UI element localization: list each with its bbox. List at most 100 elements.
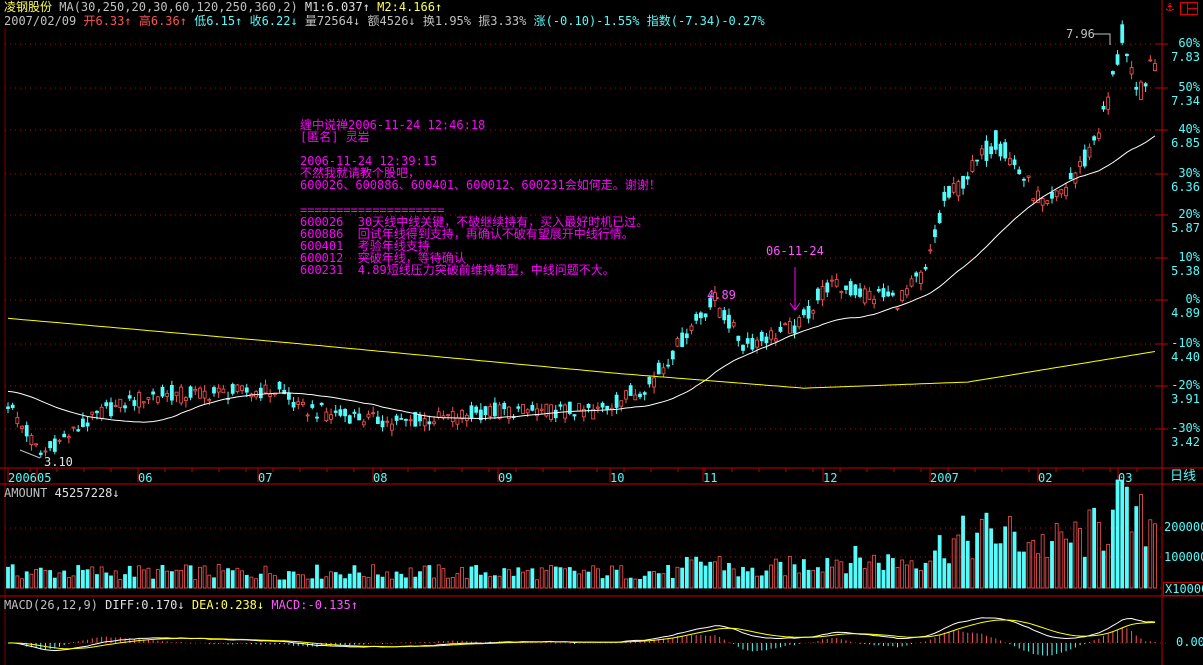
candle-body: [43, 450, 48, 453]
volume-bar: [10, 564, 15, 589]
volume-bar: [244, 574, 249, 589]
open-price: 开6.33↑: [83, 14, 132, 28]
candle-body: [591, 408, 596, 420]
price-axis-price: 3.91: [1171, 392, 1200, 406]
candle-body: [844, 285, 848, 290]
candle-body: [656, 362, 661, 375]
volume-indicator-name[interactable]: AMOUNT: [4, 486, 48, 500]
volume-bar: [29, 573, 34, 589]
volume-bar: [1050, 541, 1054, 589]
candle-body: [343, 408, 347, 417]
price-axis-price: 7.83: [1171, 50, 1200, 64]
quote-date: 2007/02/09: [4, 14, 77, 28]
volume-bar: [1003, 526, 1008, 589]
macd-panel-title: MACD(26,12,9) DIFF:0.170↓ DEA:0.238↓ MAC…: [4, 598, 358, 612]
volume-bar: [839, 561, 844, 589]
low-price-label: 3.10: [44, 455, 73, 469]
candle-body: [193, 388, 198, 392]
volume-bar: [872, 554, 877, 589]
candle-body: [764, 336, 769, 344]
candle-body: [989, 146, 994, 155]
candle-body: [666, 364, 671, 367]
candle-body: [965, 176, 970, 180]
volume-bar: [66, 577, 71, 589]
volume-bar: [595, 568, 600, 589]
volume-bar: [1078, 528, 1082, 589]
volume-bar: [165, 570, 170, 589]
candle-body: [104, 402, 109, 407]
volume-bar: [858, 557, 862, 589]
candle-body: [1134, 86, 1139, 90]
volume-bar: [389, 578, 394, 589]
candle-body: [352, 411, 357, 414]
volume-bar: [464, 578, 469, 589]
volume-bar: [947, 563, 951, 589]
ma30-line: [7, 135, 1156, 423]
macd-dea-line: [8, 619, 1156, 650]
volume-bar: [296, 574, 301, 589]
candle-body: [717, 307, 722, 318]
layout-toggle-icon[interactable]: [1180, 2, 1198, 15]
candle-body: [923, 266, 928, 270]
candle-body: [895, 307, 900, 310]
candle-body: [1096, 132, 1101, 139]
price-axis-price: 4.89: [1171, 306, 1200, 320]
volume-bar: [282, 579, 287, 589]
volume-bar: [521, 571, 525, 589]
volume-bar: [357, 572, 362, 589]
candle-body: [90, 411, 95, 415]
high-price-label: 7.96: [1066, 27, 1095, 41]
volume-bar: [291, 571, 296, 589]
period-selector[interactable]: 日线: [1170, 469, 1197, 484]
candle-body: [792, 325, 797, 334]
volume-bar: [230, 570, 235, 589]
volume-bar: [137, 565, 141, 589]
candle-body: [146, 397, 151, 400]
candle-body: [633, 394, 638, 401]
volume-bar: [310, 578, 315, 589]
volume-bar: [132, 576, 137, 589]
candle-body: [507, 406, 511, 419]
volume-bar: [581, 569, 586, 589]
candle-body: [1129, 67, 1134, 75]
volume-bar: [834, 559, 839, 589]
volume-bar: [853, 545, 858, 589]
candle-body: [1153, 63, 1157, 71]
change-value: 涨(-0.10)-1.55%: [533, 14, 640, 28]
candle-body: [184, 397, 188, 401]
volume-bar: [1139, 494, 1143, 589]
volume-bar: [600, 578, 605, 589]
note-line: [匿名] 灵岩: [300, 130, 370, 145]
note-line: [300, 192, 661, 204]
candle-body: [1106, 96, 1111, 110]
candle-body: [661, 367, 666, 375]
candle-body: [769, 330, 774, 340]
candle-body: [909, 278, 914, 287]
candle-body: [460, 410, 465, 420]
volume-bar: [516, 567, 521, 589]
candle-body: [801, 309, 806, 316]
candle-body: [872, 299, 877, 305]
volume-bar: [52, 577, 57, 589]
volume-bar: [85, 569, 90, 589]
candle-body: [1078, 161, 1082, 167]
volume-bar: [610, 565, 614, 589]
volume-bar: [427, 565, 432, 589]
volume-bar: [193, 579, 198, 589]
macd-indicator-name[interactable]: MACD(26,12,9): [4, 598, 98, 612]
volume-bar: [1007, 516, 1012, 589]
candle-body: [1040, 198, 1045, 206]
volume-tick-200000: 200000: [1164, 520, 1203, 534]
candle-body: [853, 284, 858, 296]
volume-bar: [769, 564, 774, 589]
candle-body: [418, 414, 422, 422]
candle-body: [1064, 187, 1068, 197]
candle-body: [24, 425, 29, 437]
volume-bar: [652, 571, 656, 589]
volume-bar: [1045, 557, 1050, 589]
anchor-icon[interactable]: ⚓: [1166, 0, 1174, 15]
candle-body: [586, 403, 591, 408]
stock-name[interactable]: 凌钢股份: [4, 0, 53, 14]
volume-bar: [675, 566, 680, 589]
